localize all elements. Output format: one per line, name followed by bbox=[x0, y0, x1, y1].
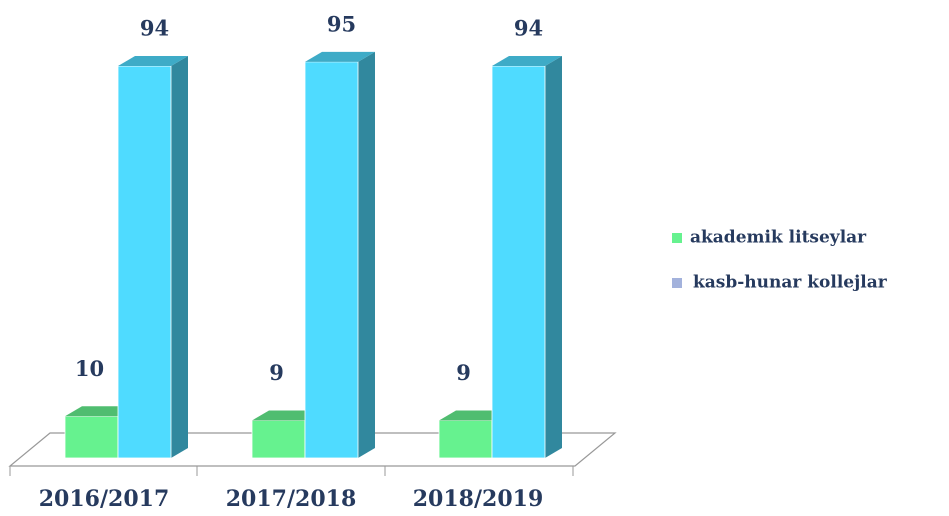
data-label: 94 bbox=[140, 16, 169, 41]
bar-front bbox=[117, 65, 172, 459]
bar-side bbox=[171, 56, 188, 459]
bar-front bbox=[438, 420, 493, 459]
bar-side bbox=[358, 51, 375, 458]
bar-front bbox=[491, 65, 546, 459]
legend-label: akademik litseylar bbox=[690, 228, 867, 248]
x-tick-label: 2018/2019 bbox=[413, 486, 544, 512]
bar-front bbox=[64, 415, 119, 459]
legend-label: kasb-hunar kollejlar bbox=[693, 273, 888, 293]
x-tick-label: 2017/2018 bbox=[226, 486, 357, 512]
bar bbox=[304, 51, 375, 459]
bar-top bbox=[118, 56, 188, 67]
data-label: 95 bbox=[327, 11, 356, 36]
bar-front bbox=[251, 420, 306, 459]
data-label: 94 bbox=[514, 16, 543, 41]
bar bbox=[64, 406, 135, 459]
bar bbox=[491, 56, 562, 459]
legend-marker bbox=[672, 278, 682, 288]
bar-top bbox=[252, 410, 322, 421]
x-tick-label: 2016/2017 bbox=[39, 486, 170, 512]
bar-top bbox=[305, 51, 375, 62]
bar-top bbox=[492, 56, 562, 67]
bar-front bbox=[304, 61, 359, 459]
legend-marker bbox=[672, 233, 682, 243]
data-label: 9 bbox=[456, 360, 471, 385]
bar-top bbox=[65, 406, 135, 417]
bar-top bbox=[439, 410, 509, 421]
bar-side bbox=[545, 56, 562, 459]
data-label: 10 bbox=[75, 356, 104, 381]
bar bbox=[117, 56, 188, 459]
data-label: 9 bbox=[269, 360, 284, 385]
